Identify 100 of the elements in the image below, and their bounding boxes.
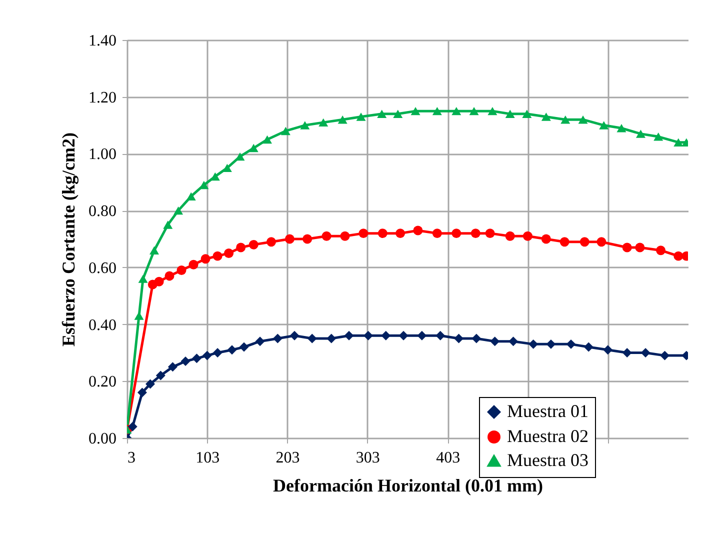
point	[469, 106, 479, 116]
point	[635, 242, 645, 252]
point	[344, 330, 354, 340]
point	[199, 180, 209, 190]
point	[528, 339, 538, 349]
x-tick-label: 203	[276, 450, 300, 466]
point	[522, 110, 532, 118]
point	[212, 348, 222, 358]
point	[222, 164, 232, 172]
point	[248, 240, 258, 250]
point	[146, 379, 155, 389]
point	[212, 251, 222, 261]
point	[363, 330, 373, 340]
point	[163, 220, 173, 229]
point	[599, 121, 609, 130]
point	[318, 118, 328, 127]
point	[596, 237, 606, 247]
point	[436, 330, 446, 340]
point	[452, 228, 462, 238]
point	[413, 226, 423, 236]
point	[393, 110, 403, 118]
point	[432, 228, 442, 238]
point	[300, 121, 310, 130]
point	[485, 228, 495, 238]
point	[654, 132, 664, 141]
point	[398, 330, 408, 340]
point	[224, 248, 234, 258]
point	[505, 231, 515, 241]
point	[192, 354, 202, 364]
point	[255, 336, 265, 346]
point	[174, 206, 184, 215]
point	[560, 237, 570, 247]
point	[266, 237, 276, 247]
point	[236, 242, 246, 252]
point	[410, 106, 420, 116]
point	[280, 126, 290, 136]
point	[164, 271, 174, 281]
x-tick-label: 303	[356, 450, 380, 466]
point	[546, 339, 556, 349]
point	[358, 228, 368, 238]
point	[640, 348, 650, 358]
point	[603, 345, 613, 355]
point	[616, 124, 626, 132]
x-tick-label: 103	[196, 450, 220, 466]
point	[262, 135, 272, 144]
y-tick-label: 0.00	[88, 430, 116, 448]
point	[580, 237, 590, 247]
point	[138, 274, 148, 283]
x-tick-label: 3	[128, 450, 136, 466]
point	[656, 246, 666, 256]
point	[522, 231, 532, 241]
legend-label: Muestra 01	[507, 401, 588, 421]
y-tick-label: 1.40	[88, 32, 116, 50]
point	[188, 260, 198, 270]
point	[235, 152, 245, 161]
y-tick-label: 1.20	[88, 89, 116, 106]
point	[290, 330, 300, 340]
point	[396, 228, 406, 238]
y-axis-title: Esfuerzo Cortante (kg/cm2)	[58, 132, 78, 346]
point	[578, 115, 588, 124]
point	[377, 110, 387, 118]
point	[452, 106, 462, 116]
point	[508, 336, 518, 346]
point	[636, 130, 646, 138]
point	[674, 251, 684, 261]
point	[584, 342, 594, 352]
point	[227, 345, 237, 355]
y-tick-label: 0.60	[88, 260, 116, 277]
point	[150, 246, 159, 254]
point	[200, 254, 210, 264]
point	[541, 112, 551, 121]
point	[488, 106, 498, 116]
point	[622, 242, 632, 252]
point	[470, 228, 480, 238]
point	[128, 422, 138, 432]
point	[356, 112, 366, 121]
point	[134, 312, 144, 320]
point	[560, 115, 570, 124]
point	[566, 339, 576, 349]
point	[154, 276, 164, 286]
point	[541, 234, 551, 244]
point	[472, 334, 482, 344]
legend-label: Muestra 02	[507, 426, 588, 446]
point	[381, 330, 391, 340]
y-tick-label: 1.00	[88, 146, 116, 164]
point	[322, 231, 332, 241]
y-tick-label: 0.20	[88, 374, 116, 391]
point	[674, 138, 684, 146]
y-tick-label: 0.80	[88, 203, 116, 220]
legend-label: Muestra 03	[507, 450, 588, 470]
point	[417, 330, 427, 340]
x-axis-title: Deformación Horizontal (0.01 mm)	[273, 476, 543, 496]
point	[284, 234, 294, 244]
point	[186, 192, 196, 200]
point	[180, 356, 190, 366]
point	[302, 234, 312, 244]
point	[326, 334, 336, 344]
point	[137, 388, 147, 398]
point	[432, 106, 442, 116]
point	[660, 350, 670, 360]
